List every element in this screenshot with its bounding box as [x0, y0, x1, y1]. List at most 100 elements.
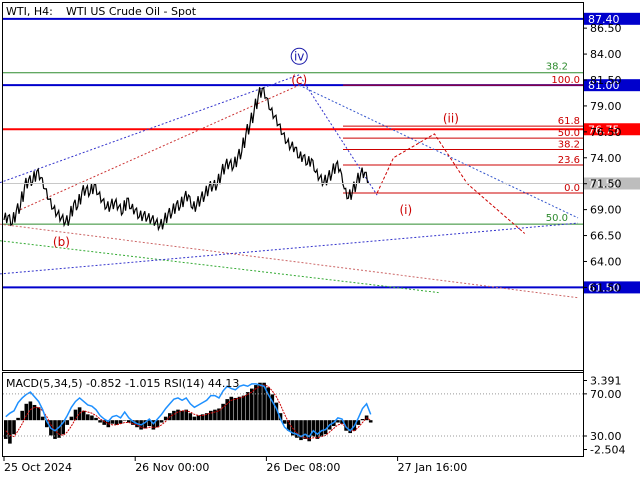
- macd-bar-37: [155, 420, 160, 428]
- macd-bar-86: [356, 420, 361, 425]
- upper-right-guide-line: [298, 84, 579, 219]
- macd-bar-73: [303, 420, 307, 439]
- macd-bar-76: [315, 420, 320, 439]
- macd-bar-57: [237, 396, 242, 421]
- level-label-0: 87.40: [588, 13, 620, 26]
- macd-bar-15: [65, 420, 70, 425]
- time-label-2: 26 Dec 08:00: [266, 461, 340, 474]
- y-tick-label-7: 69.00: [590, 204, 622, 217]
- macd-bar-21: [90, 415, 94, 421]
- red-guide-line: [20, 84, 300, 211]
- lower-blue-guide-line: [0, 222, 579, 275]
- main-plot-frame: [2, 2, 584, 371]
- macd-signal-line: [5, 384, 371, 440]
- macd-bar-82: [340, 420, 344, 424]
- macd-bar-29: [122, 420, 127, 421]
- macd-bar-71: [295, 420, 299, 438]
- macd-bar-14: [61, 420, 65, 435]
- y-tick-label-5: 74.00: [590, 152, 622, 165]
- green-level-label-0: 38.2: [546, 62, 568, 73]
- y-tick-label-6: 71.50: [590, 178, 622, 191]
- macd-bar-12: [53, 420, 57, 439]
- price-line: [3, 86, 369, 232]
- chart-symbol: WTI, H4:: [6, 5, 53, 18]
- macd-bar-52: [217, 408, 221, 421]
- y-tick-label-1: 84.00: [590, 48, 622, 61]
- macd-bar-42: [176, 409, 180, 421]
- wave-labels-layer: iv (c) (b) (ii) (i): [53, 47, 459, 249]
- y-tick-label-0: 86.50: [590, 22, 622, 35]
- macd-bar-83: [344, 420, 348, 431]
- time-axis: 25 Oct 2024 26 Nov 00:00 26 Dec 08:00 27 Ja…: [3, 457, 467, 474]
- macd-bar-53: [221, 403, 225, 421]
- macd-bar-58: [241, 395, 246, 421]
- macd-bar-9: [40, 416, 45, 421]
- macd-bar-31: [131, 420, 135, 425]
- macd-bar-1: [8, 420, 12, 444]
- green-level-label-1: 50.0: [546, 213, 568, 224]
- lower-red-guide-line: [0, 223, 579, 299]
- current-price-label: 71.52: [588, 177, 620, 190]
- macd-bar-19: [81, 410, 86, 421]
- macd-bar-69: [286, 420, 291, 431]
- y-tick-label-8: 66.50: [590, 230, 622, 243]
- macd-bar-87: [360, 419, 365, 421]
- macd-bar-4: [20, 410, 24, 421]
- macd-bar-75: [311, 420, 316, 437]
- macd-bar-41: [172, 410, 176, 421]
- macd-bar-39: [163, 416, 168, 421]
- macd-bar-2: [12, 420, 16, 435]
- level-label-1: 81.00: [588, 79, 620, 92]
- macd-bar-36: [151, 420, 156, 430]
- macd-bar-50: [209, 410, 213, 421]
- macd-bar-68: [282, 420, 287, 424]
- macd-bar-27: [114, 420, 119, 425]
- macd-bar-8: [36, 407, 41, 421]
- macd-bar-49: [204, 413, 209, 421]
- macd-bar-67: [278, 413, 283, 421]
- level-tag-3: [584, 281, 640, 294]
- macd-axis-label-1: 70.00: [590, 388, 622, 401]
- macd-axis-label-3: -2.504: [590, 444, 625, 457]
- macd-bar-54: [225, 399, 229, 421]
- wave-label-circle-0: [290, 47, 308, 65]
- macd-bar-55: [229, 396, 234, 421]
- macd-bar-7: [32, 404, 37, 421]
- wave-label-3: (ii): [443, 112, 459, 126]
- macd-bar-6: [28, 401, 33, 421]
- macd-bar-17: [73, 409, 78, 421]
- macd-bar-35: [147, 420, 152, 427]
- wave-label-1: (c): [291, 73, 307, 87]
- waves-layer: [0, 74, 579, 299]
- macd-bar-59: [245, 392, 250, 421]
- price-axis: 87.40 81.00 76.75 61.50 71.52 86.50 84.00 81.50…: [583, 12, 640, 294]
- y-tick-label-4: 76.50: [590, 126, 622, 139]
- macd-bar-63: [262, 382, 266, 421]
- macd-bar-20: [86, 414, 90, 421]
- macd-bar-65: [270, 394, 275, 421]
- macd-bar-74: [307, 420, 311, 442]
- level-tag-2: [584, 123, 640, 136]
- macd-bar-84: [348, 420, 352, 434]
- macd-bar-64: [266, 387, 270, 421]
- macd-bar-89: [368, 420, 373, 423]
- time-label-0: 25 Oct 2024: [4, 461, 72, 474]
- green-guide-line: [0, 240, 439, 294]
- macd-bar-81: [336, 420, 340, 423]
- macd-bar-48: [200, 414, 205, 421]
- macd-bar-56: [233, 397, 238, 421]
- forecast-path: [376, 133, 526, 234]
- current-price-tag: [584, 177, 640, 190]
- macd-bar-13: [57, 420, 61, 438]
- macd-bar-62: [258, 382, 262, 421]
- level-label-3: 61.50: [588, 281, 620, 294]
- macd-bar-61: [254, 385, 258, 421]
- level-tag-0: [584, 12, 640, 25]
- fib-label-1: 61.8: [558, 116, 580, 127]
- macd-bar-51: [213, 409, 217, 421]
- macd-bar-72: [299, 420, 303, 441]
- macd-bar-46: [192, 416, 197, 421]
- wave-label-4: (i): [399, 203, 412, 217]
